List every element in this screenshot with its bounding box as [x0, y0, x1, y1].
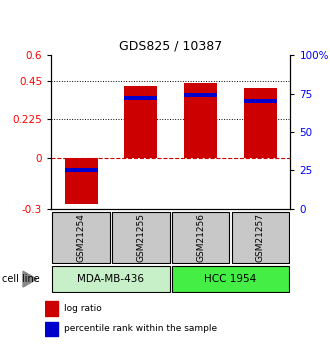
Bar: [65, 158, 97, 204]
Bar: [52, 211, 110, 263]
Bar: [45, 322, 58, 336]
Title: GDS825 / 10387: GDS825 / 10387: [119, 40, 222, 53]
Polygon shape: [23, 271, 37, 287]
Bar: [232, 211, 289, 263]
Bar: [184, 83, 217, 158]
Text: MDA-MB-436: MDA-MB-436: [78, 274, 145, 284]
Bar: [65, 168, 97, 172]
Text: HCC 1954: HCC 1954: [205, 274, 257, 284]
Bar: [172, 211, 229, 263]
Text: GSM21254: GSM21254: [77, 213, 85, 262]
Bar: [184, 93, 217, 97]
Bar: [124, 96, 157, 100]
Bar: [244, 99, 277, 103]
Bar: [45, 301, 58, 316]
Bar: [172, 266, 289, 292]
Text: cell line: cell line: [2, 274, 39, 284]
Text: GSM21255: GSM21255: [136, 213, 146, 262]
Bar: [52, 266, 170, 292]
Bar: [112, 211, 170, 263]
Text: GSM21257: GSM21257: [256, 213, 265, 262]
Bar: [124, 86, 157, 158]
Text: log ratio: log ratio: [64, 304, 102, 313]
Bar: [244, 88, 277, 158]
Text: GSM21256: GSM21256: [196, 213, 205, 262]
Text: percentile rank within the sample: percentile rank within the sample: [64, 325, 217, 334]
